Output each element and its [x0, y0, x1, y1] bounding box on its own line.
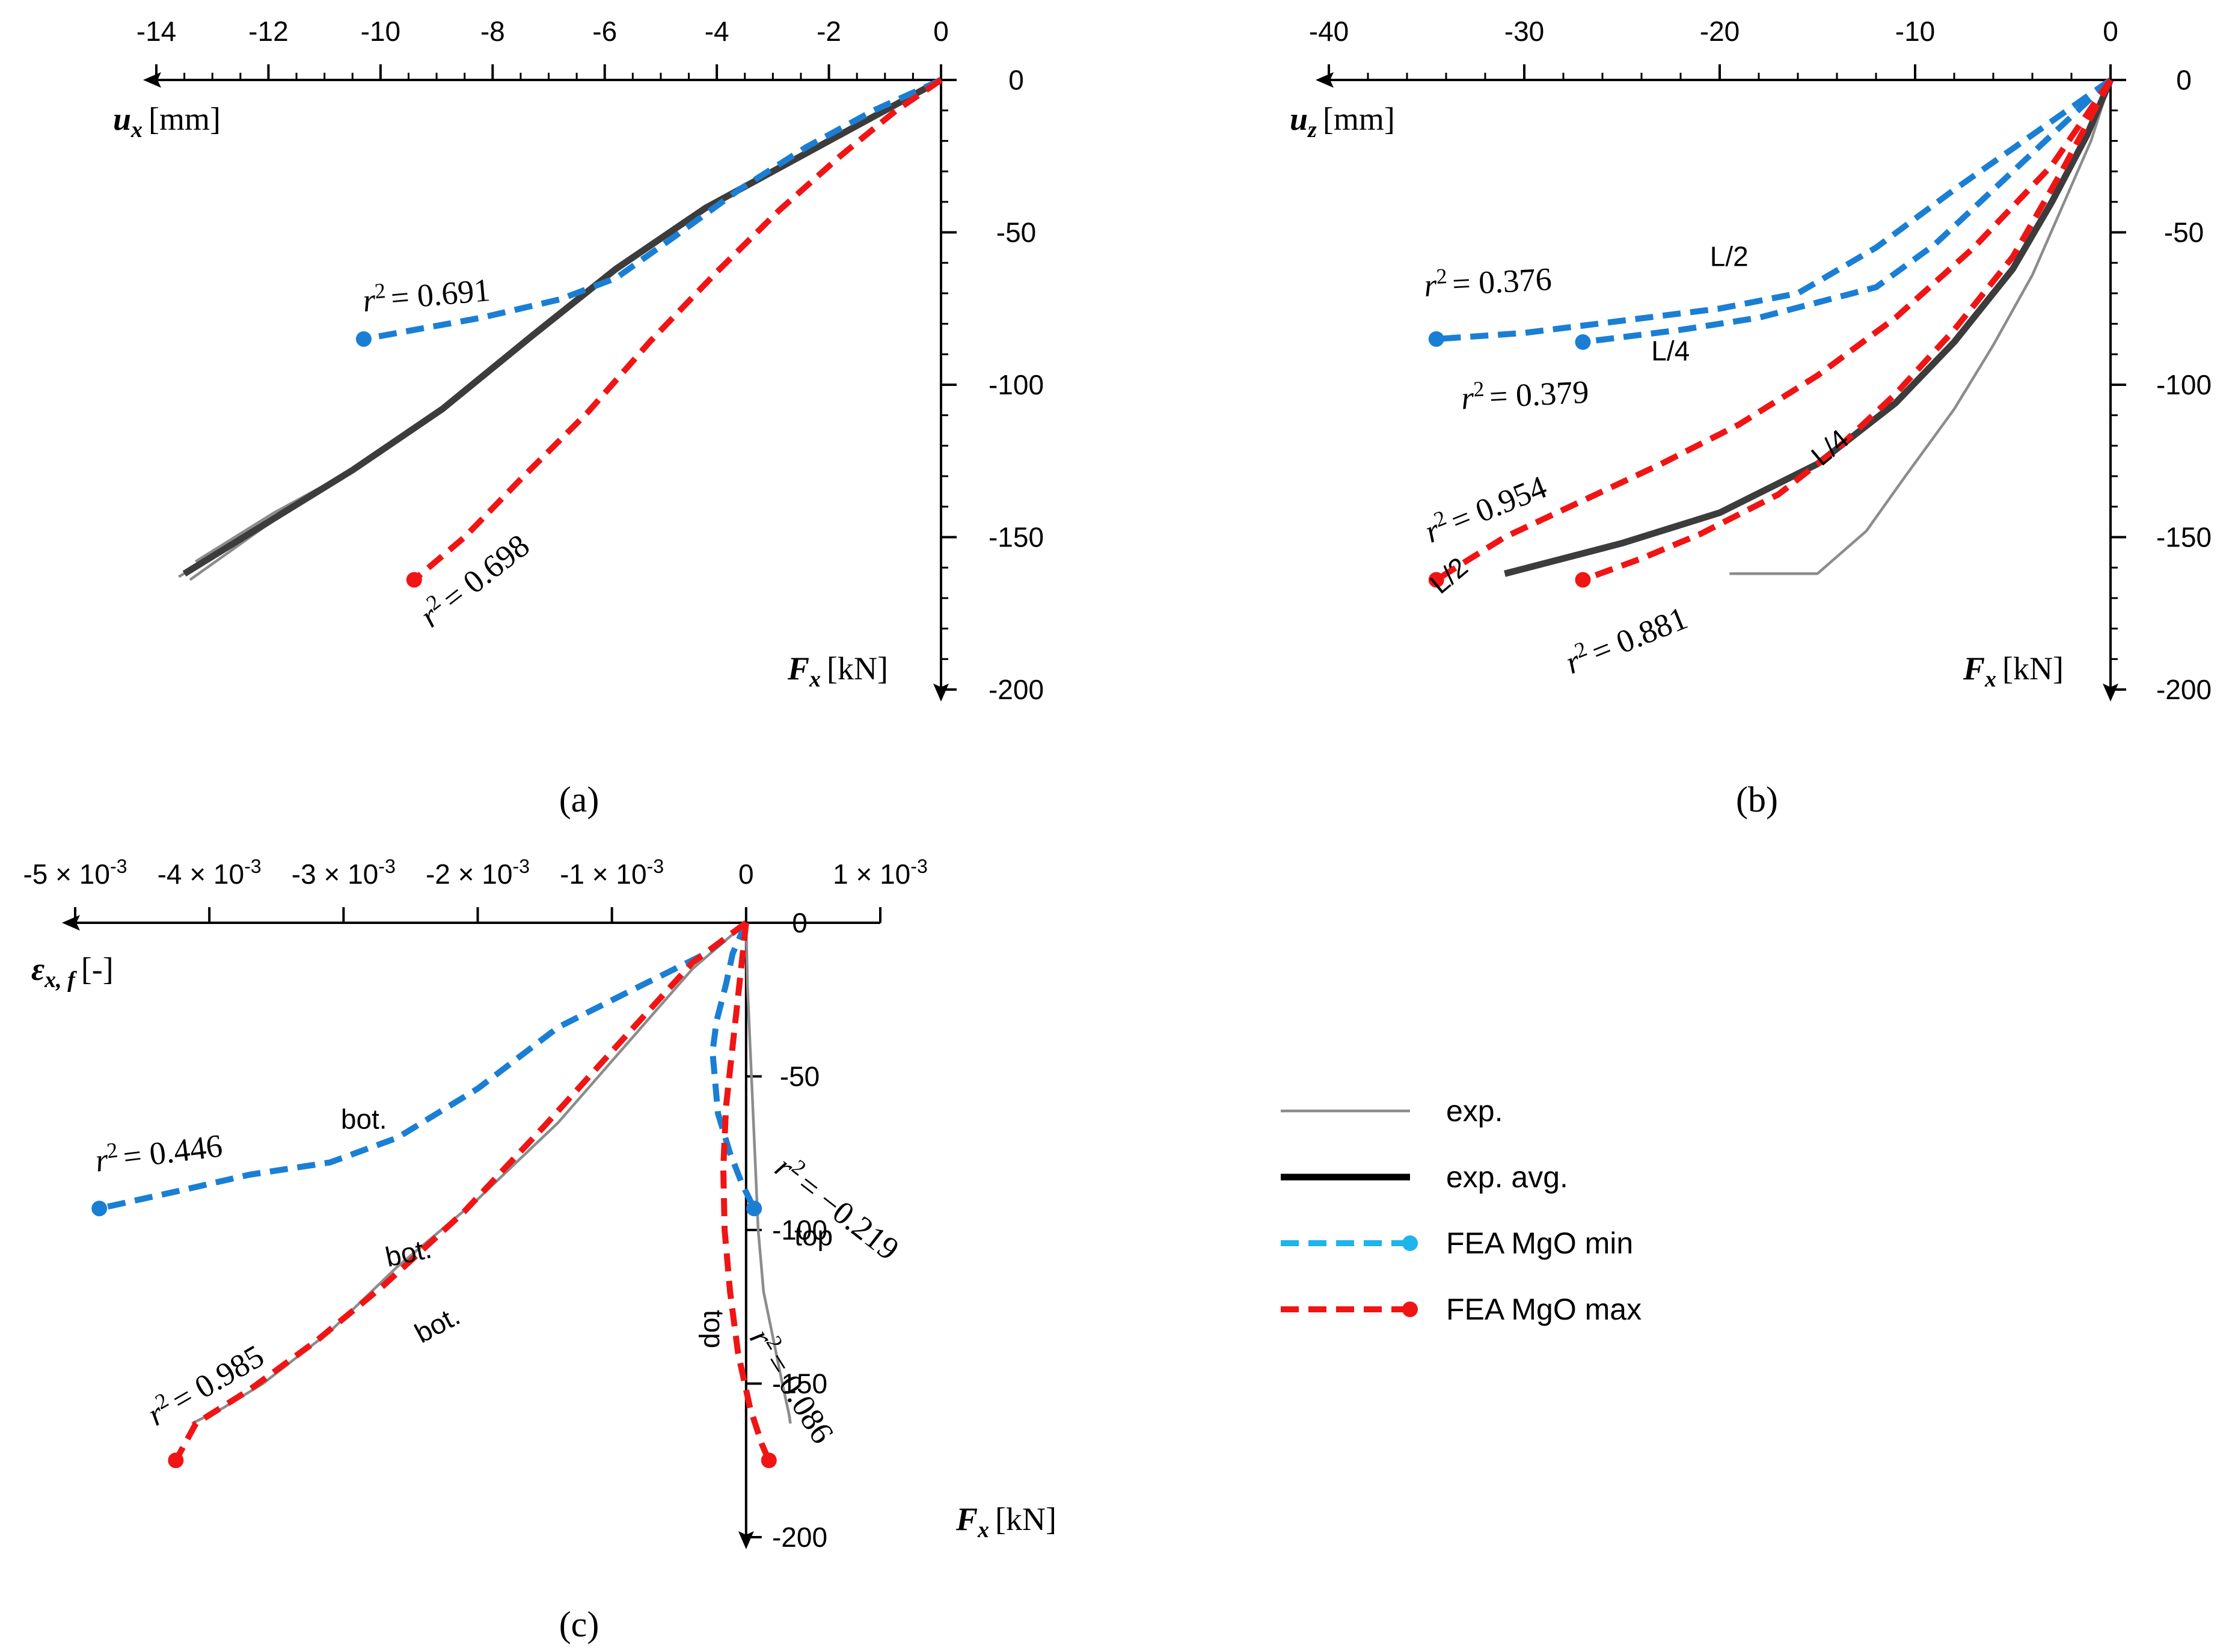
- series-min-line: [710, 922, 757, 1210]
- series-avg-line: [1504, 78, 2114, 577]
- y-tick-label: 0: [1008, 64, 1024, 96]
- series-max-endpoint: [761, 1452, 777, 1469]
- r2-annotation: r2 = 0.376: [1423, 259, 1553, 304]
- legend-label: exp.: [1446, 1094, 1503, 1128]
- y-tick-label: 0: [2176, 64, 2192, 96]
- x-tick-label: 0: [2103, 16, 2118, 47]
- y-axis-arrow: [2103, 684, 2118, 702]
- series-exp-line: [1729, 79, 2112, 575]
- series-max-line: [412, 77, 943, 583]
- y-tick-label: -100: [2156, 369, 2212, 400]
- series-min-endpoint: [1428, 331, 1444, 347]
- legend-marker: [1402, 1302, 1418, 1317]
- series-min-endpoint: [1575, 334, 1591, 350]
- y-tick-label: -200: [772, 1522, 827, 1553]
- x-tick-label: 0: [738, 858, 754, 890]
- series-min-line: [99, 920, 748, 1212]
- x-tick-label: -10: [1895, 16, 1935, 47]
- x-tick-label: 1 × 10-3: [833, 855, 928, 890]
- series-min-endpoint: [355, 331, 372, 347]
- legend-label: exp. avg.: [1446, 1160, 1568, 1194]
- y-axis-arrow: [738, 1531, 754, 1549]
- x-tick-label: -3 × 10-3: [292, 855, 396, 890]
- y-tick-label: -200: [2156, 674, 2212, 705]
- series-max-endpoint: [406, 572, 422, 588]
- series-exp-line: [195, 79, 942, 563]
- series-max-line: [720, 922, 772, 1462]
- x-tick-label: -14: [136, 16, 176, 47]
- panel-c: -5 × 10-3 -4 × 10-3 -3 × 10-3 -2 × 10-3 -1 ×…: [23, 855, 1056, 1644]
- series-max-line: [173, 920, 748, 1462]
- x-tick-label: -40: [1309, 16, 1349, 47]
- y-tick-label: -200: [989, 674, 1044, 705]
- series-min-line: [1582, 78, 2113, 345]
- y-axis-label: Fx [kN]: [955, 1501, 1056, 1543]
- series-annotation: bot.: [382, 1232, 434, 1273]
- y-tick-label: -50: [996, 217, 1036, 248]
- legend: exp. exp. avg. FEA MgO min FEA MgO max: [1281, 1094, 1642, 1326]
- r2-annotation: r2= 0.691: [361, 269, 491, 319]
- series-min-endpoint: [91, 1201, 108, 1217]
- x-tick-label: 0: [933, 16, 949, 47]
- r2-annotation: r2= −0.219: [768, 1147, 907, 1267]
- panel-label: (c): [559, 1605, 599, 1644]
- series-max-line: [1435, 78, 2114, 583]
- y-tick-label: -50: [2164, 217, 2204, 248]
- x-tick-label: -20: [1700, 16, 1740, 47]
- series-min-line: [1436, 77, 2112, 342]
- r2-annotation: r2= 0.698: [412, 525, 536, 634]
- panel-label: (a): [559, 780, 599, 819]
- y-tick-label: 0: [792, 907, 808, 938]
- series-annotation: top: [794, 1220, 833, 1252]
- y-tick-label: -150: [2156, 522, 2212, 553]
- series-max-line: [1581, 78, 2114, 583]
- x-tick-label: -2 × 10-3: [426, 855, 530, 890]
- y-axis-label: Fx [kN]: [787, 650, 888, 692]
- series-annotation: top: [699, 1310, 730, 1348]
- r2-annotation: r2= 0.881: [1560, 598, 1693, 681]
- y-axis-arrow: [933, 684, 949, 702]
- series-min-endpoint: [746, 1201, 762, 1217]
- x-tick-label: -5 × 10-3: [23, 855, 127, 890]
- y-tick-label: -100: [989, 369, 1044, 400]
- r2-annotation: r2 = 0.379: [1460, 372, 1590, 417]
- x-tick-label: -1 × 10-3: [560, 855, 664, 890]
- x-tick-label: -2: [817, 16, 841, 47]
- x-axis-label: uz [mm]: [1290, 101, 1395, 142]
- x-tick-label: -8: [480, 16, 505, 47]
- series-annotation: bot.: [341, 1103, 387, 1134]
- x-tick-label: -12: [248, 16, 288, 47]
- legend-label: FEA MgO min: [1446, 1226, 1633, 1260]
- legend-marker: [1402, 1235, 1418, 1251]
- series-annotation: bot.: [409, 1300, 465, 1349]
- y-tick-label: -150: [989, 522, 1044, 553]
- series-max-endpoint: [1575, 572, 1591, 588]
- panel-label: (b): [1736, 780, 1778, 819]
- series-avg-line: [182, 77, 943, 577]
- series-exp-line: [189, 79, 942, 581]
- x-tick-label: -30: [1504, 16, 1544, 47]
- series-max-endpoint: [1428, 572, 1444, 588]
- series-annotation: L/4: [1651, 335, 1690, 366]
- legend-label: FEA MgO max: [1446, 1293, 1642, 1326]
- r2-annotation: r2= 0.446: [93, 1125, 224, 1178]
- y-axis-label: Fx [kN]: [1963, 650, 2064, 692]
- y-tick-label: -50: [780, 1061, 820, 1092]
- x-tick-label: -4: [705, 16, 729, 47]
- x-tick-label: -6: [592, 16, 617, 47]
- y-tick-label: -100: [772, 1214, 827, 1246]
- series-min-line: [363, 77, 943, 342]
- x-axis-label: εx, f [-]: [31, 951, 114, 993]
- series-annotation: L/2: [1710, 240, 1749, 272]
- series-max-endpoint: [168, 1452, 184, 1469]
- x-tick-label: -10: [361, 16, 400, 47]
- series-exp-line: [744, 922, 792, 1424]
- r2-annotation: r2= 0.954: [1419, 467, 1552, 550]
- x-axis-label: ux [mm]: [113, 101, 221, 142]
- x-tick-label: -4 × 10-3: [158, 855, 262, 890]
